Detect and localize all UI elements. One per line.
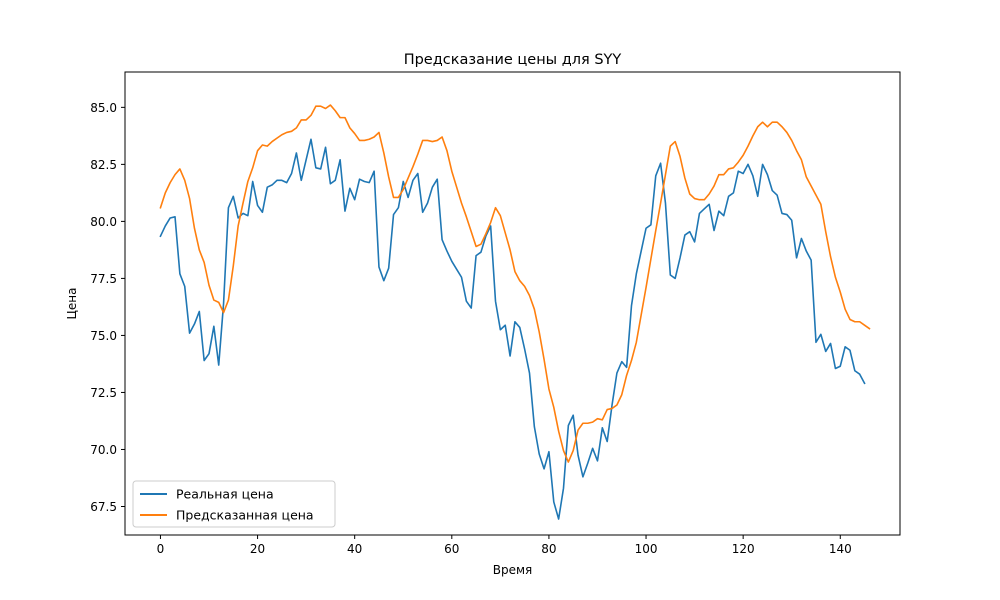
x-tick-label: 140: [829, 542, 852, 556]
y-tick-label: 75.0: [90, 329, 117, 343]
x-tick-label: 100: [635, 542, 658, 556]
y-tick-label: 80.0: [90, 215, 117, 229]
y-tick-label: 77.5: [90, 272, 117, 286]
x-axis-label: Время: [493, 563, 533, 577]
chart-title: Предсказание цены для SYY: [404, 52, 622, 68]
x-tick-label: 60: [444, 542, 459, 556]
x-tick-label: 40: [347, 542, 362, 556]
y-tick-label: 72.5: [90, 386, 117, 400]
y-tick-label: 70.0: [90, 443, 117, 457]
series-line-predicted: [159, 104, 871, 463]
y-tick-label: 85.0: [90, 101, 117, 115]
x-tick-label: 20: [250, 542, 265, 556]
legend-label-predicted: Предсказанная цена: [176, 508, 314, 523]
x-axis: 0 20 40 60 80 100 120 140: [157, 535, 852, 556]
y-tick-label: 67.5: [90, 500, 117, 514]
y-axis: 67.5 70.0 72.5 75.0 77.5 80.0 82.5 85.0: [90, 101, 125, 514]
y-tick-label: 82.5: [90, 158, 117, 172]
legend-box: [132, 480, 336, 528]
series-line-real: [159, 138, 866, 520]
x-tick-label: 80: [541, 542, 556, 556]
plot-area-frame: [124, 71, 901, 536]
legend: Реальная цена Предсказанная цена: [132, 480, 336, 528]
y-axis-label: Цена: [65, 288, 79, 320]
legend-label-real: Реальная цена: [176, 487, 274, 502]
x-tick-label: 120: [732, 542, 755, 556]
x-tick-label: 0: [157, 542, 165, 556]
series-layer: [159, 104, 871, 520]
